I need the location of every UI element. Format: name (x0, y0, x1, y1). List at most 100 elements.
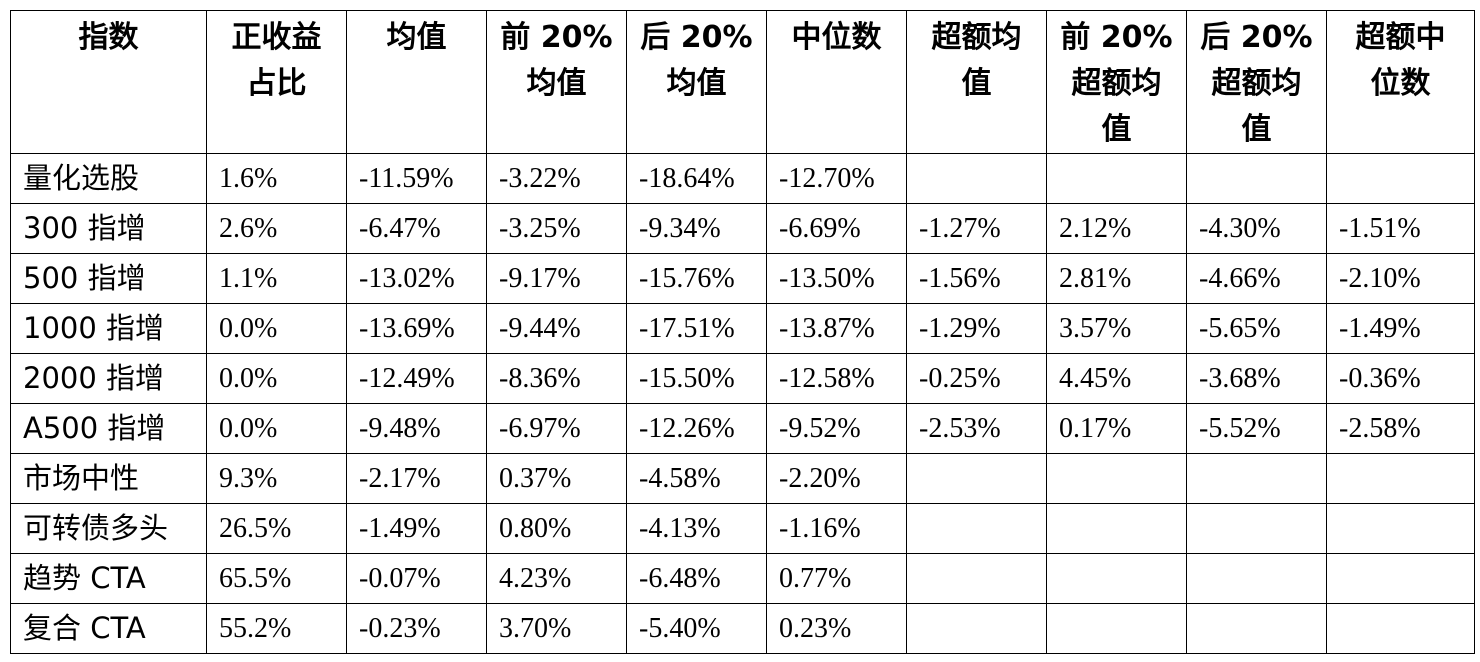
row-label: 2000 指增 (10, 353, 207, 404)
row-label: 量化选股 (10, 153, 207, 204)
table-cell: -1.51% (1326, 203, 1475, 254)
header-line: 均值 (386, 20, 447, 55)
table-cell: -12.49% (346, 353, 487, 404)
header-line: 值 (961, 66, 992, 101)
table-cell (906, 503, 1047, 554)
header-line: 超额中 (1355, 20, 1446, 55)
table-cell: -4.13% (626, 503, 767, 554)
table-cell: 2.81% (1046, 253, 1187, 304)
table-cell: -3.22% (486, 153, 627, 204)
table-cell (1046, 153, 1187, 204)
header-line: 均值 (666, 66, 727, 101)
table-cell: 0.37% (486, 453, 627, 504)
table-cell: -13.02% (346, 253, 487, 304)
table-cell (1046, 603, 1187, 654)
table-cell: 0.17% (1046, 403, 1187, 454)
table-cell: 0.0% (206, 353, 347, 404)
header-line: 超额均 (931, 20, 1022, 55)
header-line: 值 (1101, 112, 1132, 147)
table-row: 复合 CTA 55.2% -0.23% 3.70% -5.40% 0.23% (10, 603, 1475, 654)
table-cell: 4.23% (486, 553, 627, 604)
table-cell: 0.23% (766, 603, 907, 654)
table-cell: -0.23% (346, 603, 487, 654)
statistics-table: 指数 正收益 占比 均值 前 20% 均值 后 20% 均值 中位数 超额均 (10, 10, 1475, 654)
table-cell: -5.40% (626, 603, 767, 654)
table-cell: -2.10% (1326, 253, 1475, 304)
header-mean: 均值 (346, 10, 487, 154)
table-row: 2000 指增 0.0% -12.49% -8.36% -15.50% -12.… (10, 353, 1475, 404)
table-row: 量化选股 1.6% -11.59% -3.22% -18.64% -12.70% (10, 153, 1475, 204)
table-cell: 4.45% (1046, 353, 1187, 404)
table-cell: 0.0% (206, 403, 347, 454)
table-cell (1186, 453, 1327, 504)
table-cell: -2.58% (1326, 403, 1475, 454)
table-cell: 26.5% (206, 503, 347, 554)
header-excess-mean: 超额均 值 (906, 10, 1047, 154)
table-cell: -1.29% (906, 303, 1047, 354)
table-cell: 2.12% (1046, 203, 1187, 254)
table-cell: -0.36% (1326, 353, 1475, 404)
table-cell: -15.50% (626, 353, 767, 404)
table-cell (1326, 603, 1475, 654)
header-bottom20-excess-mean: 后 20% 超额均 值 (1186, 10, 1327, 154)
table-cell: -12.70% (766, 153, 907, 204)
table-cell (1186, 503, 1327, 554)
table-cell (1046, 503, 1187, 554)
table-cell: -13.69% (346, 303, 487, 354)
table-cell: -3.68% (1186, 353, 1327, 404)
row-label: 可转债多头 (10, 503, 207, 554)
table-cell: -13.50% (766, 253, 907, 304)
table-cell: -3.25% (486, 203, 627, 254)
table-cell (1186, 603, 1327, 654)
header-top20-mean: 前 20% 均值 (486, 10, 627, 154)
row-label: 趋势 CTA (10, 553, 207, 604)
table-cell: -9.17% (486, 253, 627, 304)
header-line: 均值 (526, 66, 587, 101)
header-line: 超额均 (1211, 66, 1302, 101)
table-cell: 1.6% (206, 153, 347, 204)
table-cell: 3.57% (1046, 303, 1187, 354)
row-label: 复合 CTA (10, 603, 207, 654)
table-cell: 0.77% (766, 553, 907, 604)
table-cell (1326, 503, 1475, 554)
header-line: 超额均 (1071, 66, 1162, 101)
table-cell: 0.80% (486, 503, 627, 554)
header-line: 值 (1241, 112, 1272, 147)
table-cell: -6.97% (486, 403, 627, 454)
row-label: 1000 指增 (10, 303, 207, 354)
row-label: 市场中性 (10, 453, 207, 504)
header-excess-median: 超额中 位数 (1326, 10, 1475, 154)
table-cell: -15.76% (626, 253, 767, 304)
table-cell: -5.52% (1186, 403, 1327, 454)
table-cell: -12.58% (766, 353, 907, 404)
table-cell: -12.26% (626, 403, 767, 454)
table-cell: -9.44% (486, 303, 627, 354)
header-line: 中位数 (791, 20, 882, 55)
table-cell (906, 453, 1047, 504)
table-cell (1186, 153, 1327, 204)
row-label: 500 指增 (10, 253, 207, 304)
header-line: 后 20% (640, 20, 753, 55)
table-cell: -18.64% (626, 153, 767, 204)
table-cell: -8.36% (486, 353, 627, 404)
table-cell: 9.3% (206, 453, 347, 504)
header-top20-excess-mean: 前 20% 超额均 值 (1046, 10, 1187, 154)
table-cell: -5.65% (1186, 303, 1327, 354)
header-row: 指数 正收益 占比 均值 前 20% 均值 后 20% 均值 中位数 超额均 (10, 10, 1475, 154)
table-cell: -6.48% (626, 553, 767, 604)
header-line: 正收益 (231, 20, 322, 55)
table-row: 市场中性 9.3% -2.17% 0.37% -4.58% -2.20% (10, 453, 1475, 504)
table-cell: -1.56% (906, 253, 1047, 304)
table-cell: -9.48% (346, 403, 487, 454)
table-cell: 65.5% (206, 553, 347, 604)
header-median: 中位数 (766, 10, 907, 154)
table-cell: -11.59% (346, 153, 487, 204)
table-cell: 0.0% (206, 303, 347, 354)
table-cell (906, 553, 1047, 604)
table-cell: -1.16% (766, 503, 907, 554)
table-cell (1046, 553, 1187, 604)
header-line: 前 20% (500, 20, 613, 55)
table-cell: -0.25% (906, 353, 1047, 404)
table-cell: -9.34% (626, 203, 767, 254)
row-label: 300 指增 (10, 203, 207, 254)
